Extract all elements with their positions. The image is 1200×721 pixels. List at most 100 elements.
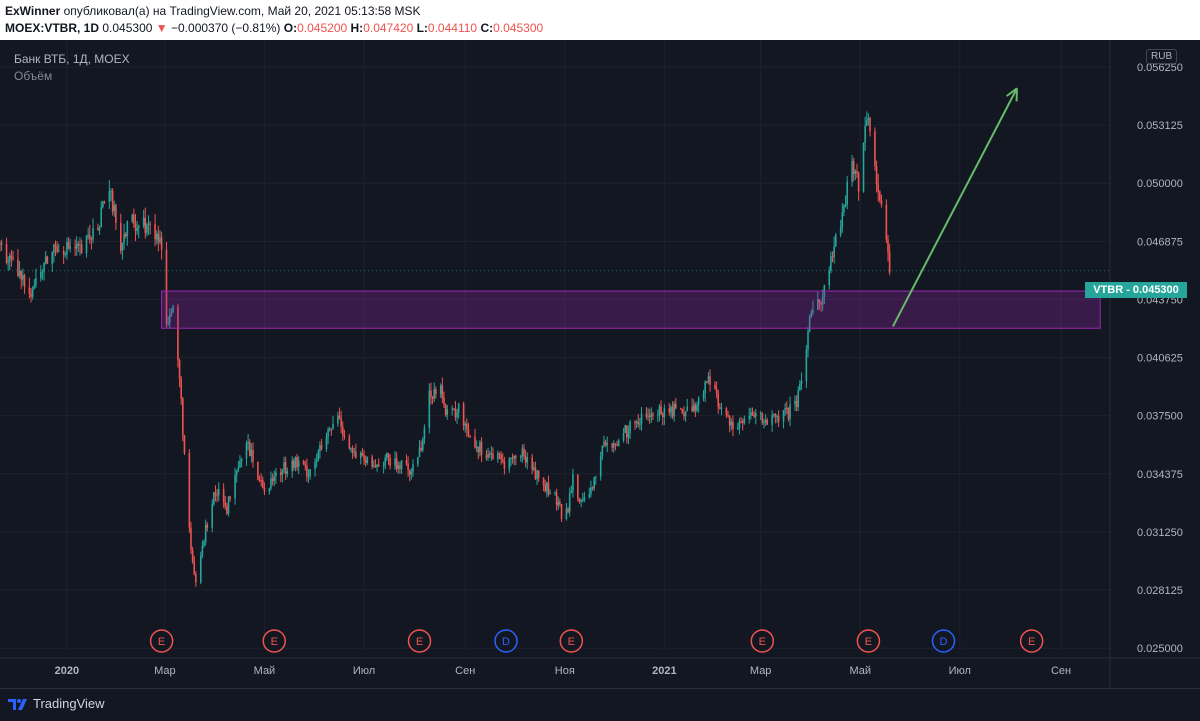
candle-body [120,223,122,251]
candle-body [686,407,688,411]
candle-body [726,408,728,415]
candle-body [193,562,195,574]
candle-body [215,492,217,494]
candle-body [706,382,708,383]
candle-body [881,200,883,204]
candle-body [554,492,556,493]
candle-body [856,171,858,173]
candle-body [63,251,65,255]
candle-body [618,440,620,445]
candle-body [456,412,458,417]
candle-body [53,245,55,253]
candle-body [466,424,468,430]
candle-body [556,492,558,505]
candle-body [30,293,32,296]
high-value: 0.047420 [363,21,413,35]
candle-body [386,453,388,458]
candle-body [577,474,579,498]
candle-body [695,405,697,411]
event-marker-label: E [865,636,872,648]
candle-body [396,458,398,469]
candle-body [249,442,251,456]
candle-body [606,444,608,446]
candle-body [748,416,750,419]
candle-body [481,442,483,455]
candle-body [306,466,308,477]
candle-body [714,385,716,389]
candle-body [783,410,785,422]
candle-body [682,409,684,414]
candle-body [742,422,744,423]
chart-legend-title[interactable]: Банк ВТБ, 1Д, MOEX [14,52,130,66]
candle-body [424,428,426,439]
candle-body [651,414,653,417]
candle-body [156,234,158,240]
candle-body [582,500,584,501]
x-tick-label: 2021 [652,665,676,677]
candle-body [590,488,592,495]
candle-body [876,166,878,184]
candle-body [58,251,60,252]
candle-body [109,191,111,202]
candle-body [182,398,184,435]
candle-body [318,451,320,459]
candle-body [469,436,471,437]
candle-body [592,488,594,489]
candle-body [846,182,848,205]
candle-body [223,489,225,502]
candle-body [877,184,879,191]
candle-body [455,408,457,417]
candle-body [525,456,527,462]
candle-body [123,234,125,243]
candle-body [657,414,659,415]
candle-body [32,289,34,297]
candle-body [775,414,777,416]
candle-body [179,360,181,379]
candle-body [337,416,339,424]
candle-body [314,462,316,470]
candle-body [487,454,489,458]
event-marker-label: E [759,636,766,648]
author-name[interactable]: ExWinner [5,4,60,18]
candle-body [851,161,853,182]
candle-body [293,461,295,468]
candle-body [251,450,253,456]
candle-body [192,550,194,562]
close-value: 0.045300 [493,21,543,35]
candle-body [446,409,448,415]
candle-body [298,461,300,467]
candle-body [78,244,80,245]
candle-body [719,407,721,409]
candle-body [158,234,160,242]
candle-body [520,456,522,457]
y-tick-label: 0.046875 [1137,236,1183,248]
candle-body [362,453,364,455]
volume-legend[interactable]: Объём [14,69,52,83]
candle-body [717,393,719,407]
candle-body [143,218,145,226]
candle-body [799,384,801,391]
candle-body [228,497,230,514]
tradingview-logo[interactable]: TradingView [8,696,105,711]
candle-body [257,462,259,480]
candle-body [344,435,346,436]
tradingview-brand: TradingView [33,696,105,711]
candle-body [100,207,102,227]
candle-body [7,261,9,263]
currency-badge[interactable]: RUB [1146,49,1177,64]
y-tick-label: 0.040625 [1137,353,1183,365]
candle-body [74,247,76,248]
candle-body [102,202,104,208]
candle-body [353,452,355,453]
candle-body [453,408,455,409]
candle-body [544,485,546,492]
candle-body [20,271,22,279]
candle-body [47,256,49,263]
candle-body [572,474,574,491]
candle-body [476,447,478,448]
candle-body [845,205,847,206]
candle-body [17,259,19,276]
candle-body [207,525,209,528]
